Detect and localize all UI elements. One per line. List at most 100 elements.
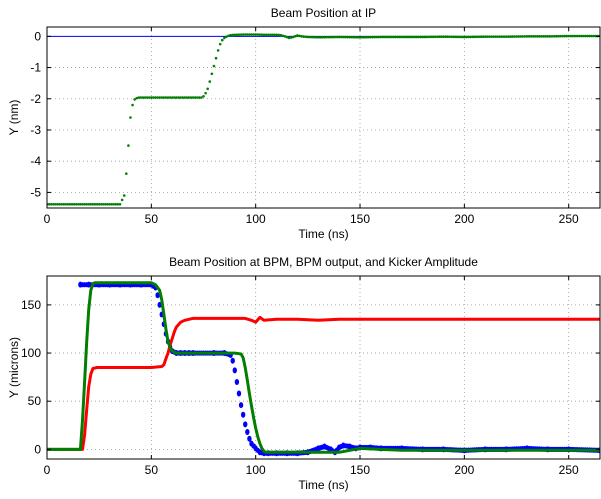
x-tick-label: 250 — [559, 463, 579, 477]
data-point — [83, 202, 86, 206]
data-point — [168, 96, 172, 99]
data-point — [179, 96, 182, 99]
data-point — [158, 96, 161, 99]
data-point — [66, 202, 70, 206]
data-point — [548, 35, 552, 38]
data-point — [256, 33, 260, 36]
data-point — [373, 35, 376, 39]
data-point — [51, 202, 55, 206]
data-point — [200, 96, 203, 99]
data-point — [271, 33, 274, 37]
series-point — [240, 411, 246, 418]
data-point — [354, 35, 358, 39]
data-point — [483, 35, 487, 38]
data-point — [183, 96, 187, 99]
data-point — [260, 33, 264, 36]
data-point — [106, 202, 109, 206]
data-point — [314, 35, 318, 39]
data-point — [185, 96, 189, 99]
data-point — [492, 35, 495, 38]
data-point — [569, 34, 573, 38]
data-point — [423, 35, 427, 39]
data-point — [89, 202, 93, 206]
data-point — [162, 96, 166, 99]
series-point — [251, 443, 256, 449]
data-point — [367, 35, 370, 39]
data-point — [450, 35, 454, 39]
data-point — [385, 35, 389, 39]
data-point — [56, 202, 59, 206]
data-point — [506, 35, 510, 38]
data-point — [218, 42, 222, 46]
data-point — [433, 35, 437, 39]
data-point — [494, 35, 497, 38]
data-point — [498, 35, 502, 38]
data-point — [542, 35, 545, 38]
data-point — [546, 35, 550, 38]
data-point — [375, 35, 379, 39]
series-point — [230, 357, 235, 364]
data-point — [116, 202, 120, 206]
data-point — [337, 35, 341, 39]
x-axis-label: Time (ns) — [298, 478, 348, 492]
data-point — [131, 103, 134, 107]
data-point — [364, 35, 368, 39]
data-point — [294, 34, 297, 38]
data-point — [181, 96, 184, 99]
data-point — [93, 202, 97, 206]
data-point — [456, 35, 460, 39]
data-point — [220, 38, 224, 42]
data-point — [454, 35, 458, 39]
data-point — [577, 34, 581, 38]
data-point — [525, 35, 529, 38]
data-point — [147, 96, 151, 99]
data-point — [323, 35, 326, 39]
data-point — [49, 202, 53, 206]
data-point — [369, 35, 372, 39]
data-point — [135, 96, 139, 100]
data-point — [72, 202, 76, 206]
panel-beam-position-ip: 0 50 100 150 200 250 0 -1 -2 -3 -4 -5 Beam Position … — [7, 6, 601, 241]
y-tick-label: -4 — [30, 154, 41, 168]
data-point — [475, 35, 479, 39]
data-point — [458, 35, 462, 39]
data-point — [435, 35, 439, 39]
data-point — [47, 202, 51, 206]
data-point — [563, 34, 566, 38]
data-point — [592, 34, 596, 38]
data-point — [552, 34, 556, 38]
series-point — [243, 421, 248, 428]
data-point — [246, 33, 249, 36]
data-point — [170, 96, 174, 99]
data-point — [488, 35, 491, 38]
data-point — [559, 34, 562, 38]
data-point — [279, 33, 283, 37]
series-point — [238, 402, 244, 409]
data-point — [268, 33, 272, 37]
data-point — [124, 172, 128, 175]
x-tick-label: 0 — [44, 463, 51, 477]
axes-frame — [46, 26, 601, 209]
y-tick-label: 0 — [34, 442, 41, 456]
data-point — [227, 34, 230, 38]
data-point — [463, 35, 466, 39]
y-tick-label: 50 — [28, 394, 42, 408]
data-point — [460, 35, 464, 39]
data-point — [275, 33, 278, 37]
data-point — [392, 35, 395, 39]
data-point — [500, 35, 504, 38]
data-point — [469, 35, 472, 39]
data-point — [195, 96, 199, 99]
data-point — [112, 202, 116, 206]
data-point — [291, 35, 295, 39]
data-point — [350, 35, 353, 39]
data-point — [398, 35, 401, 39]
data-point — [521, 35, 525, 38]
data-point — [565, 34, 568, 38]
series-point — [326, 445, 331, 452]
x-tick-label: 50 — [145, 463, 159, 477]
data-point — [396, 35, 399, 39]
data-point — [325, 35, 328, 39]
data-point — [406, 35, 410, 39]
